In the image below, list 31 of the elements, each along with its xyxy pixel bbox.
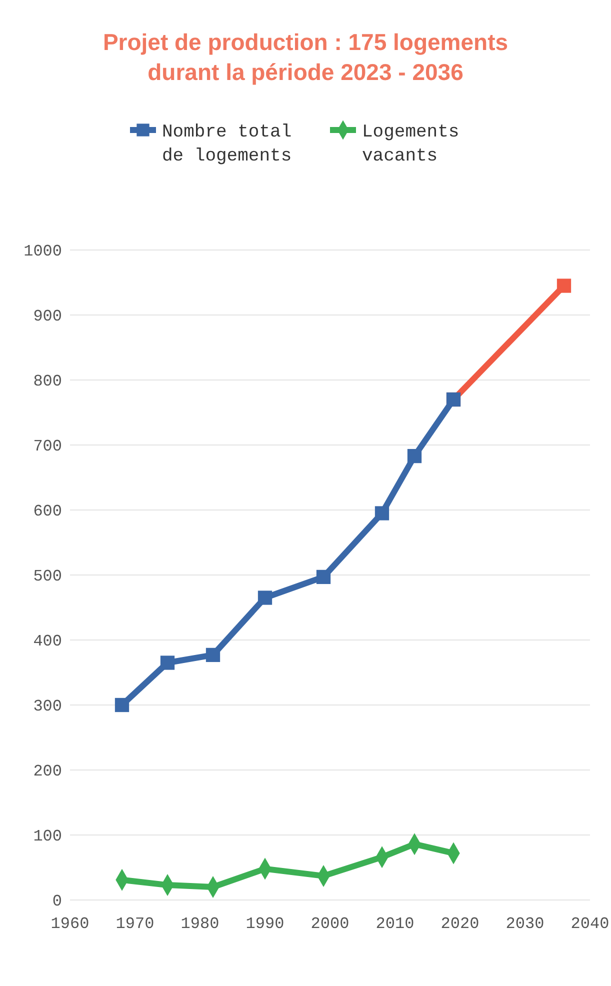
legend-label: Logements vacants <box>362 122 460 166</box>
x-tick-label: 1990 <box>246 915 284 933</box>
y-tick-label: 600 <box>33 502 62 521</box>
y-tick-label: 1000 <box>24 242 62 261</box>
y-tick-label: 900 <box>33 308 62 326</box>
legend-label: Nombre total de logements <box>162 122 292 166</box>
point <box>407 448 422 464</box>
y-tick-label: 700 <box>33 438 62 456</box>
point <box>258 590 272 605</box>
point <box>556 278 572 293</box>
y-tick-label: 200 <box>33 762 62 781</box>
y-tick-label: 300 <box>33 698 62 716</box>
x-tick-label: 1980 <box>180 915 220 933</box>
x-tick-label: 1970 <box>116 915 154 933</box>
x-tick-label: 1960 <box>50 915 90 933</box>
y-tick-label: 500 <box>33 568 62 586</box>
x-tick-label: 2030 <box>506 915 544 933</box>
x-tick-label: 2020 <box>440 915 480 933</box>
y-tick-label: 100 <box>33 828 62 846</box>
y-tick-label: 400 <box>33 632 62 651</box>
point <box>114 698 130 712</box>
point <box>160 656 175 670</box>
point <box>206 648 220 662</box>
point <box>374 506 390 520</box>
point <box>316 570 331 584</box>
chart-title: Projet de production : 175 logements durant la période 2023 - 2036 <box>102 29 508 85</box>
x-tick-label: 2000 <box>310 915 350 933</box>
y-tick-label: 0 <box>52 892 62 911</box>
x-tick-label: 2010 <box>376 915 414 933</box>
y-tick-label: 800 <box>33 372 62 391</box>
x-tick-label: 2040 <box>570 915 610 933</box>
